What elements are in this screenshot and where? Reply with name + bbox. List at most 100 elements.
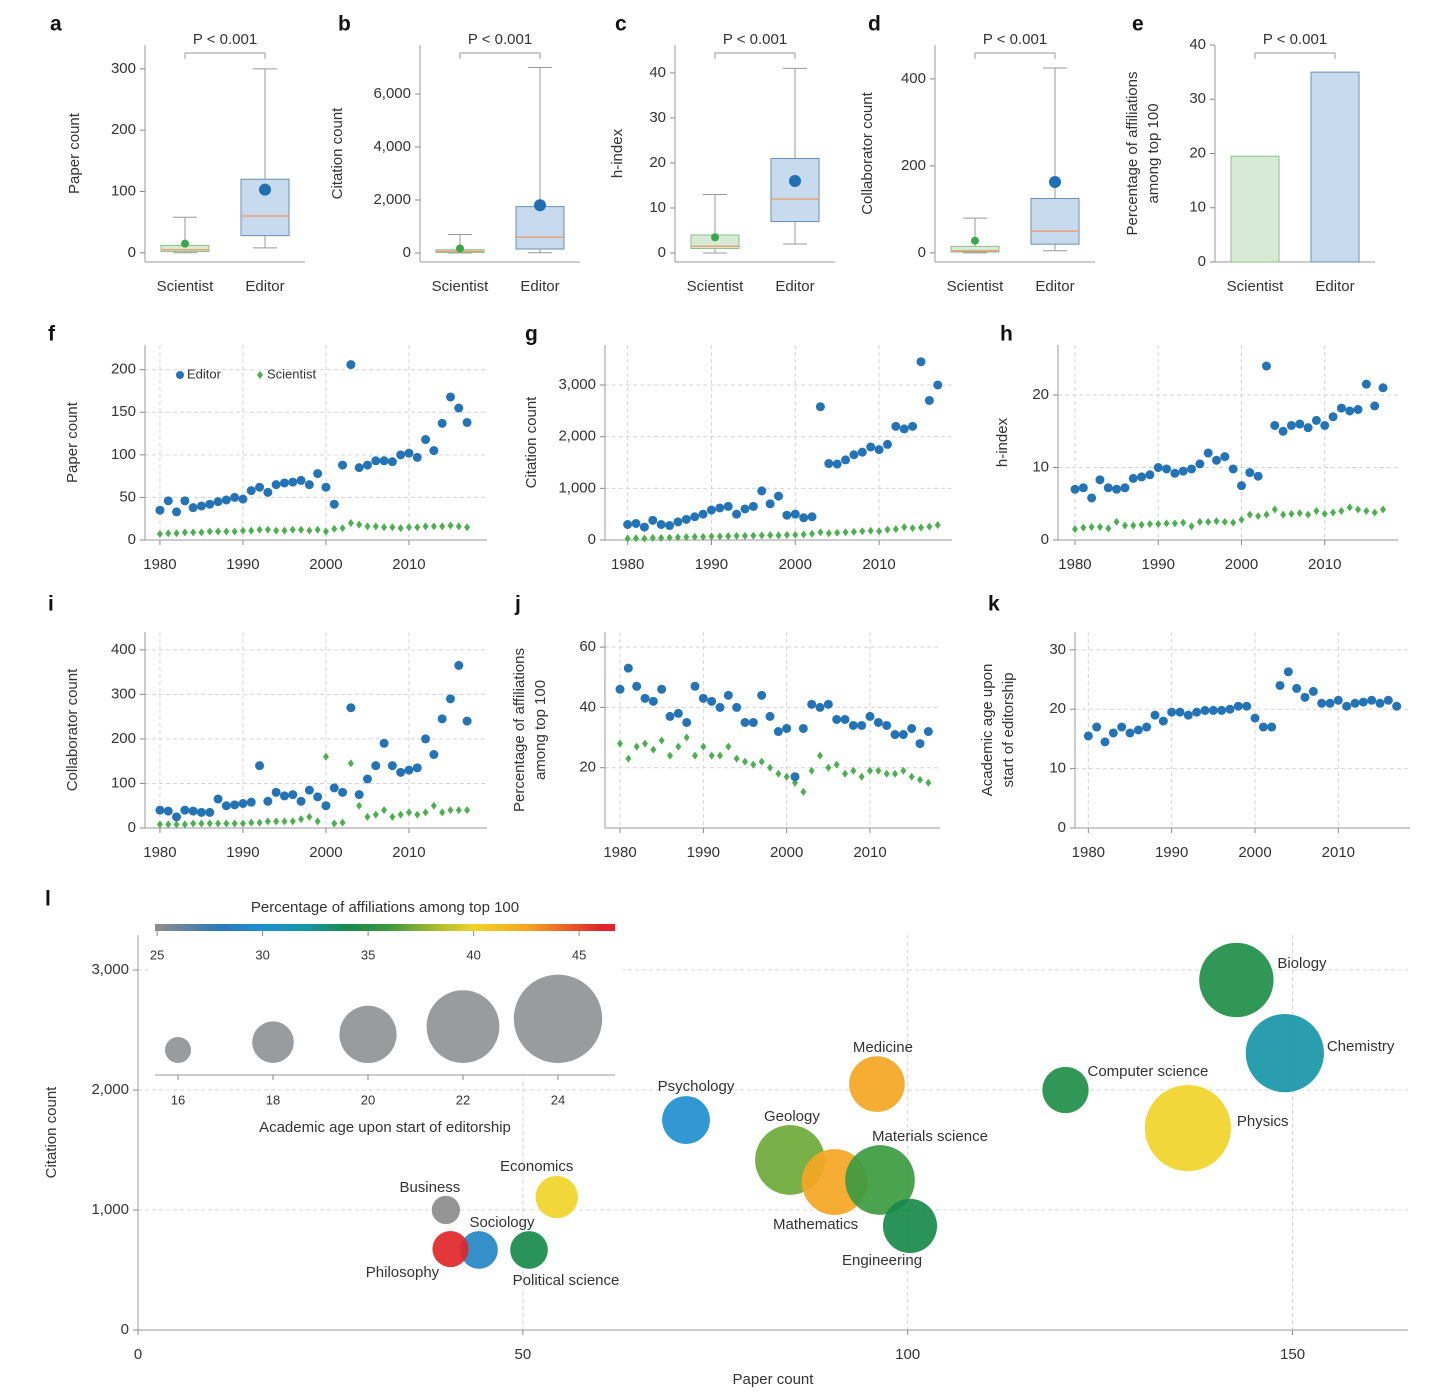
point [882, 720, 892, 730]
point [740, 717, 750, 727]
point [371, 456, 381, 466]
x-tick-label: Editor [1035, 278, 1074, 295]
point [692, 751, 698, 760]
y-tick-label: 200 [901, 157, 926, 174]
point [892, 525, 899, 534]
y-tick-label: 0 [1041, 531, 1049, 548]
y-tick-label: 20 [649, 154, 666, 171]
size-legend-circle [426, 990, 500, 1063]
point [223, 527, 230, 536]
point [273, 817, 280, 826]
y-tick-label: 40 [1189, 36, 1206, 53]
point [1105, 524, 1112, 533]
panel-letter: c [615, 13, 627, 36]
point [304, 785, 314, 795]
point [223, 819, 230, 828]
significance-bracket [974, 52, 1056, 59]
y-tick-label: 200 [111, 361, 136, 378]
point [617, 739, 623, 748]
point [682, 717, 692, 727]
point [700, 532, 707, 541]
point [198, 528, 205, 537]
point [1320, 420, 1330, 430]
x-tick-label: Scientist [687, 278, 745, 295]
point [825, 529, 832, 538]
point [782, 510, 792, 520]
point [1345, 406, 1355, 416]
point [675, 742, 682, 751]
bubble-label: Mathematics [773, 1216, 858, 1233]
y-tick-label: 0 [121, 1321, 129, 1338]
point [180, 496, 190, 506]
point [683, 533, 690, 542]
point [163, 496, 173, 506]
point [1338, 507, 1345, 516]
point [347, 759, 354, 768]
bubble-label: Political science [513, 1272, 620, 1289]
point [859, 527, 866, 536]
colorbar-tick-label: 45 [572, 947, 586, 962]
point [321, 482, 331, 492]
y-tick-label: 150 [111, 403, 136, 420]
bubble [1144, 1085, 1231, 1172]
x-tick-label: Scientist [157, 278, 215, 295]
bubble [882, 1198, 938, 1254]
point [908, 421, 918, 431]
point [799, 513, 809, 523]
y-tick-label: 0 [128, 244, 136, 261]
mean-marker [534, 199, 546, 212]
point [371, 761, 381, 771]
point [339, 818, 346, 827]
point [331, 819, 338, 828]
point [313, 469, 323, 479]
point [172, 507, 182, 517]
point [314, 817, 321, 826]
point [429, 446, 439, 456]
point [1138, 520, 1145, 529]
point [907, 723, 917, 733]
point [1208, 705, 1218, 715]
x-tick-label: Scientist [1227, 278, 1285, 295]
point [667, 751, 673, 760]
bubble [431, 1195, 461, 1225]
point [397, 810, 404, 819]
point [381, 523, 388, 532]
x-tick-label: 2010 [392, 556, 425, 573]
point [445, 392, 455, 402]
point [339, 524, 346, 533]
y-tick-label: 2,000 [91, 1081, 129, 1098]
point [673, 517, 683, 527]
y-tick-label: 50 [119, 488, 136, 505]
point [1300, 692, 1310, 702]
y-tick-label: 30 [1049, 641, 1066, 658]
bubble [845, 1145, 915, 1215]
point [296, 475, 306, 485]
point [748, 717, 758, 727]
point [840, 714, 850, 724]
point [624, 534, 631, 543]
point [866, 442, 876, 452]
point [857, 447, 867, 457]
point [725, 532, 732, 541]
point [765, 711, 775, 721]
y-axis-label: Paper count [66, 112, 83, 194]
point [239, 819, 246, 828]
point [890, 730, 900, 740]
point [1271, 505, 1278, 514]
point [1346, 503, 1353, 512]
point [1328, 412, 1338, 422]
y-axis-label: Academic age upon [979, 664, 996, 797]
legend-marker [176, 371, 184, 379]
point [783, 530, 790, 539]
panel-letter: l [45, 888, 51, 911]
point [155, 805, 165, 815]
point [364, 812, 371, 821]
point [1220, 452, 1230, 462]
point [263, 796, 273, 806]
point [1130, 521, 1137, 530]
size-legend-tick-label: 18 [266, 1092, 280, 1107]
point [924, 395, 934, 405]
point [867, 526, 874, 535]
point [1258, 722, 1268, 732]
